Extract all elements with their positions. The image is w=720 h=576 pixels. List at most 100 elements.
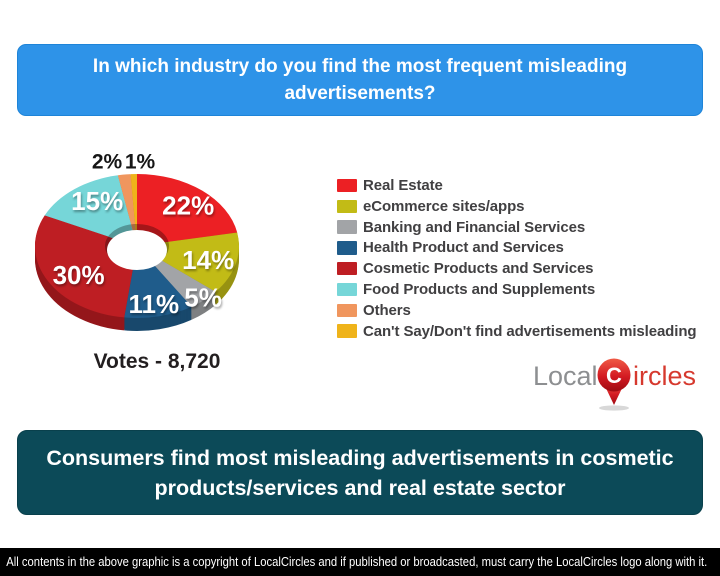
donut-hole-wall [105,236,137,268]
donut-slice-side [137,255,216,316]
donut-slice-side [44,177,137,248]
donut-slice-side [137,234,239,294]
votes-label: Votes - 8,720 [93,350,221,373]
donut-slice-side [137,253,216,314]
slice-label-6: 2% [92,151,123,174]
donut-slice-side [35,221,137,324]
slice-label-0: 22% [162,190,214,220]
logo-text-local: Local [533,361,598,391]
donut-slice-side [35,216,138,319]
donut-slice-side [130,185,137,257]
legend-swatch [337,241,357,255]
slice-label-5: 15% [71,186,123,216]
legend-item: Health Product and Services [337,240,564,255]
donut-slice-side [44,185,137,256]
donut-slice-side [137,180,238,252]
donut-slice-side [117,186,137,258]
donut-slice-side [137,175,238,247]
donut-slice-side [130,180,137,252]
donut-slice-side [137,178,238,250]
donut-slice-side [124,248,192,320]
donut-slice-side [44,187,137,258]
donut-slice-side [44,182,137,253]
donut-slice-side [137,238,239,298]
donut-slice-side [137,176,238,248]
donut-slice-side [124,253,192,325]
donut-slice-side [124,257,192,329]
donut-slice-side [137,257,216,318]
donut-slice-side [124,250,192,322]
donut-slice-side [117,182,137,254]
donut-slice-6 [117,174,137,246]
legend-label: Health Product and Services [363,239,564,257]
donut-slice-1 [137,232,239,292]
donut-slice-side [124,251,192,323]
legend-item: Real Estate [337,178,443,193]
localcircles-logo: Local C ircles [533,358,696,411]
legend-item: Cosmetic Products and Services [337,261,594,276]
donut-slice-side [117,177,137,249]
legend-label: Real Estate [363,177,443,194]
donut-slice-side [35,218,137,321]
donut-slice-side [137,237,239,297]
legend-item: Food Products and Supplements [337,282,595,297]
logo-pin-shadow [599,405,629,411]
donut-slice-side [35,220,137,323]
donut-slice-side [137,239,239,299]
donut-slice-side [137,244,239,304]
legend-swatch [337,220,357,234]
donut-slice-side [130,187,137,259]
donut-slice-side [124,254,192,326]
donut-slice-side [124,252,192,324]
donut-slice-side [117,187,137,259]
donut-slice-side [35,222,138,325]
donut-slice-side [130,175,137,247]
donut-slice-side [137,252,216,313]
donut-slice-side [117,178,137,250]
donut-slice-side [137,243,239,303]
donut-slice-side [137,248,216,309]
donut-slice-side [44,184,137,255]
donut-slice-side [137,177,238,249]
donut-slice-side [137,186,238,258]
slice-label-7: 1% [125,151,156,174]
donut-slice-side [35,223,138,326]
donut-slice-side [137,249,216,310]
donut-slice-side [130,182,137,255]
legend-swatch [337,282,357,297]
donut-slice-side [130,176,137,248]
donut-slice-side [44,186,137,257]
donut-slice-0 [137,174,238,246]
donut-slice-side [137,251,216,312]
donut-hole-wall [137,241,169,261]
donut-slice-side [137,245,239,305]
donut-hole [107,230,167,270]
legend-label: Can't Say/Don't find advertisements misl… [363,322,697,340]
legend-swatch [337,324,357,338]
logo-circle-icon [597,358,631,392]
donut-hole-wall [134,223,137,246]
legend-label: Food Products and Supplements [363,281,596,298]
legend-swatch [337,178,357,193]
donut-slice-side [117,179,137,251]
donut-slice-side [117,184,137,256]
donut-slice-side [137,250,216,311]
insight-banner: Consumers find most misleading advertise… [17,430,703,515]
donut-slice-side [117,183,137,255]
donut-slice-side [137,236,239,296]
donut-slice-side [137,185,238,257]
donut-slice-side [137,181,238,253]
donut-slice-2 [137,246,216,307]
donut-slice-side [35,225,138,328]
copyright-bar: All contents in the above graphic is a c… [0,548,720,576]
donut-slice-side [117,185,137,257]
donut-slice-side [137,254,216,315]
donut-slice-side [35,224,138,327]
question-text: In which industry do you find the most f… [92,56,628,104]
donut-hole-wall [108,224,137,246]
donut-hole-wall [137,246,162,265]
donut-slice-side [44,183,137,254]
donut-slice-4 [35,215,138,318]
question-banner: In which industry do you find the most f… [17,44,703,116]
logo-monogram: C [606,363,622,388]
